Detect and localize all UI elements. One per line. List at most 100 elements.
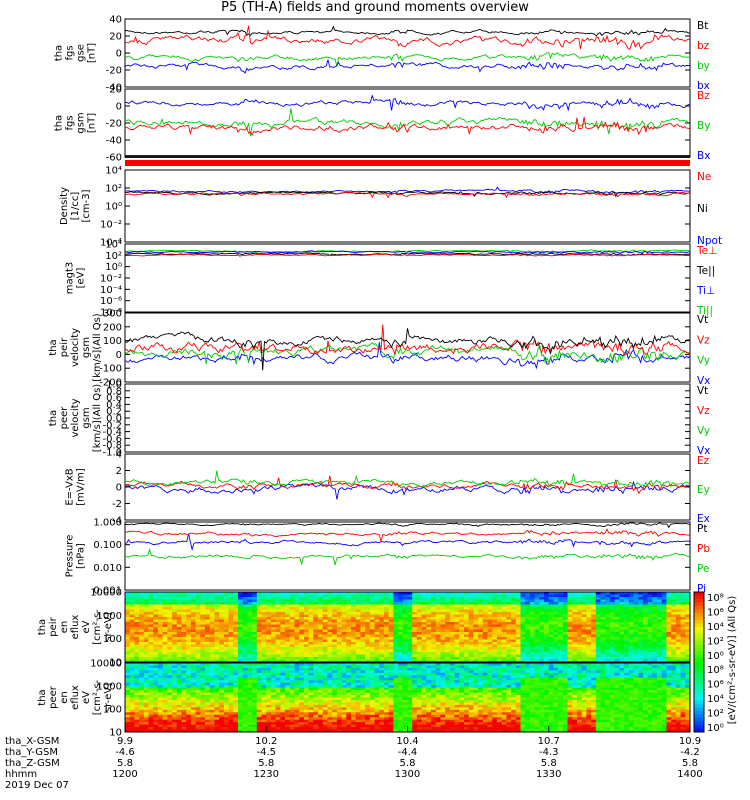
spectrogram-cell xyxy=(308,714,314,718)
spectrogram-cell xyxy=(313,614,319,618)
spectrogram-cell xyxy=(421,632,427,635)
spectrogram-cell xyxy=(270,597,276,600)
spectrogram-cell xyxy=(586,597,592,600)
spectrogram-cell xyxy=(247,724,253,728)
legend-Te⊥: Te⊥ xyxy=(696,245,717,257)
y-axis-label: tha xyxy=(48,410,59,426)
spectrogram-cell xyxy=(228,619,234,623)
spectrogram-cell xyxy=(657,654,663,658)
series-Bx xyxy=(124,94,691,112)
spectrogram-cell xyxy=(529,622,535,625)
spectrogram-cell xyxy=(153,624,159,628)
spectrogram-cell xyxy=(435,622,441,625)
spectrogram-cell xyxy=(299,675,305,679)
spectrogram-cell xyxy=(379,599,385,603)
spectrogram-cell xyxy=(181,649,187,653)
spectrogram-cell xyxy=(129,632,135,635)
spectrogram-cell xyxy=(129,690,135,693)
y-tick-label: 0 xyxy=(116,483,122,494)
spectrogram-cell xyxy=(360,619,366,623)
spectrogram-cell xyxy=(544,627,550,630)
spectrogram-cell xyxy=(388,624,394,628)
spectrogram-cell xyxy=(318,619,324,623)
spectrogram-cell xyxy=(266,652,272,655)
spectrogram-cell xyxy=(247,612,253,615)
spectrogram-cell xyxy=(252,707,258,711)
spectrogram-cell xyxy=(280,724,286,728)
spectrogram-cell xyxy=(553,624,559,628)
spectrogram-cell xyxy=(252,607,258,610)
spectrogram-cell xyxy=(242,637,248,640)
spectrogram-cell xyxy=(388,637,394,640)
spectrogram-cell xyxy=(261,654,267,658)
spectrogram-cell xyxy=(539,602,545,605)
spectrogram-cell xyxy=(402,627,408,630)
spectrogram-cell xyxy=(285,699,291,703)
spectrogram-cell xyxy=(299,682,305,686)
spectrogram-cell xyxy=(162,727,168,730)
spectrogram-cell xyxy=(548,617,554,620)
spectrogram-cell xyxy=(496,649,502,653)
y-tick-label: 100 xyxy=(103,705,122,716)
spectrogram-cell xyxy=(299,624,305,628)
spectrogram-cell xyxy=(148,709,154,713)
spectrogram-cell xyxy=(412,594,418,598)
spectrogram-cell xyxy=(209,692,215,696)
spectrogram-cell xyxy=(680,639,686,643)
spectrogram-cell xyxy=(252,657,258,660)
spectrogram-cell xyxy=(327,634,333,638)
spectrogram-cell xyxy=(238,632,244,635)
spectrogram-cell xyxy=(303,682,309,686)
spectrogram-cell xyxy=(591,607,597,610)
spectrogram-cell xyxy=(280,652,286,655)
spectrogram-cell xyxy=(511,654,517,658)
spectrogram-cell xyxy=(459,642,465,645)
spectrogram-cell xyxy=(233,592,239,595)
spectrogram-cell xyxy=(261,717,267,720)
spectrogram-cell xyxy=(223,699,229,703)
spectrogram-cell xyxy=(341,687,347,691)
spectrogram-cell xyxy=(449,614,455,618)
spectrogram-cell xyxy=(473,607,479,610)
spectrogram-cell xyxy=(143,602,149,605)
spectrogram-cell xyxy=(205,699,211,703)
spectrogram-cell xyxy=(190,667,196,671)
spectrogram-cell xyxy=(539,617,545,620)
spectrogram-cell xyxy=(143,704,149,708)
spectrogram-cell xyxy=(501,652,507,655)
spectrogram-cell xyxy=(289,629,295,633)
spectrogram-cell xyxy=(233,594,239,598)
spectrogram-cell xyxy=(285,612,291,615)
spectrogram-cell xyxy=(416,604,422,608)
spectrogram-cell xyxy=(614,592,620,595)
spectrogram-cell xyxy=(125,592,131,595)
spectrogram-cell xyxy=(577,599,583,603)
spectrogram-cell xyxy=(482,652,488,655)
spectrogram-cell xyxy=(247,714,253,718)
spectrogram-cell xyxy=(125,690,131,693)
spectrogram-cell xyxy=(440,607,446,610)
spectrogram-cell xyxy=(205,680,211,684)
spectrogram-cell xyxy=(454,657,460,660)
spectrogram-cell xyxy=(266,670,272,674)
spectrogram-cell xyxy=(303,639,309,643)
spectrogram-cell xyxy=(205,604,211,608)
spectrogram-cell xyxy=(219,632,225,635)
spectrogram-cell xyxy=(633,604,639,608)
spectrogram-cell xyxy=(200,677,206,681)
spectrogram-cell xyxy=(529,632,535,635)
series-Te⊥ xyxy=(124,252,690,257)
spectrogram-cell xyxy=(492,644,498,648)
spectrogram-cell xyxy=(200,654,206,658)
spectrogram-cell xyxy=(256,707,262,711)
spectrogram-cell xyxy=(605,602,611,605)
spectrogram-cell xyxy=(172,624,178,628)
spectrogram-cell xyxy=(332,599,338,603)
spectrogram-cell xyxy=(313,637,319,640)
spectrogram-cell xyxy=(308,704,314,708)
spectrogram-cell xyxy=(346,652,352,655)
spectrogram-cell xyxy=(365,659,371,663)
spectrogram-cell xyxy=(336,675,342,679)
spectrogram-cell xyxy=(322,670,328,674)
spectrogram-cell xyxy=(506,597,512,600)
